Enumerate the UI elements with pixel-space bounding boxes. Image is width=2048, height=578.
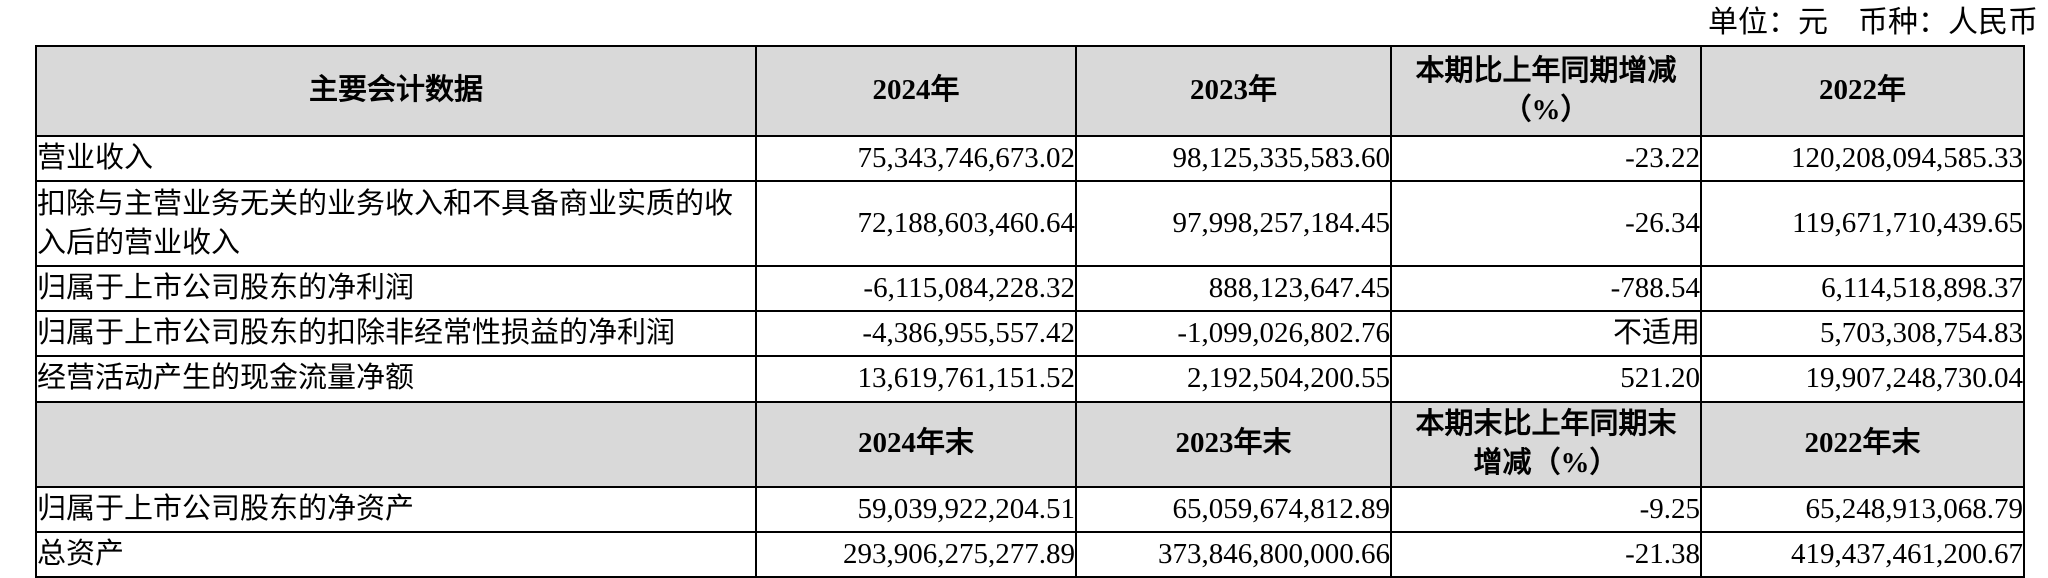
header-2022-end: 2022年末 [1700, 400, 2025, 488]
value-2024: 59,039,922,204.51 [755, 485, 1077, 533]
value-2022: 5,703,308,754.83 [1700, 310, 2025, 358]
table-header-period-end: 2024年末 2023年末 本期末比上年同期末 增减（%） 2022年末 [35, 400, 2025, 488]
value-2024: 72,188,603,460.64 [755, 180, 1077, 268]
value-2023: 97,998,257,184.45 [1075, 180, 1392, 268]
row-label: 总资产 [35, 530, 757, 578]
header-2023: 2023年 [1075, 45, 1392, 137]
value-2023: 98,125,335,583.60 [1075, 134, 1392, 183]
value-2022: 119,671,710,439.65 [1700, 180, 2025, 268]
table-row-total-assets: 总资产 293,906,275,277.89 373,846,800,000.6… [35, 530, 2025, 578]
value-2022: 120,208,094,585.33 [1700, 134, 2025, 183]
header-2023-end: 2023年末 [1075, 400, 1392, 488]
value-2022: 6,114,518,898.37 [1700, 265, 2025, 313]
unit-currency-note: 单位：元 币种：人民币 [1708, 6, 2038, 39]
value-change: -9.25 [1390, 485, 1702, 533]
value-2024: 13,619,761,151.52 [755, 355, 1077, 403]
header-2024-end: 2024年末 [755, 400, 1077, 488]
table-row-revenue-excl-nonoperating: 扣除与主营业务无关的业务收入和不具备商业实质的收入后的营业收入 72,188,6… [35, 180, 2025, 268]
row-label: 营业收入 [35, 134, 757, 183]
row-label: 扣除与主营业务无关的业务收入和不具备商业实质的收入后的营业收入 [35, 180, 757, 268]
value-change: -26.34 [1390, 180, 1702, 268]
header-2024: 2024年 [755, 45, 1077, 137]
value-change: 不适用 [1390, 310, 1702, 358]
value-2023: 888,123,647.45 [1075, 265, 1392, 313]
value-2022: 19,907,248,730.04 [1700, 355, 2025, 403]
value-2022: 419,437,461,200.67 [1700, 530, 2025, 578]
header-end-empty [35, 400, 757, 488]
value-2023: -1,099,026,802.76 [1075, 310, 1392, 358]
value-2024: 75,343,746,673.02 [755, 134, 1077, 183]
value-2023: 65,059,674,812.89 [1075, 485, 1392, 533]
table-row-revenue: 营业收入 75,343,746,673.02 98,125,335,583.60… [35, 134, 2025, 183]
row-label: 归属于上市公司股东的净利润 [35, 265, 757, 313]
header-change-pct: 本期比上年同期增减 （%） [1390, 45, 1702, 137]
row-label: 归属于上市公司股东的净资产 [35, 485, 757, 533]
value-2024: -4,386,955,557.42 [755, 310, 1077, 358]
value-change: 521.20 [1390, 355, 1702, 403]
table-row-net-profit-excl-nonrecurring: 归属于上市公司股东的扣除非经常性损益的净利润 -4,386,955,557.42… [35, 310, 2025, 358]
header-end-change-pct: 本期末比上年同期末 增减（%） [1390, 400, 1702, 488]
table-header-period: 主要会计数据 2024年 2023年 本期比上年同期增减 （%） 2022年 [35, 45, 2025, 137]
row-label: 归属于上市公司股东的扣除非经常性损益的净利润 [35, 310, 757, 358]
value-change: -23.22 [1390, 134, 1702, 183]
value-change: -21.38 [1390, 530, 1702, 578]
value-2023: 373,846,800,000.66 [1075, 530, 1392, 578]
header-2022: 2022年 [1700, 45, 2025, 137]
value-2023: 2,192,504,200.55 [1075, 355, 1392, 403]
value-2022: 65,248,913,068.79 [1700, 485, 2025, 533]
value-2024: -6,115,084,228.32 [755, 265, 1077, 313]
table-row-net-profit: 归属于上市公司股东的净利润 -6,115,084,228.32 888,123,… [35, 265, 2025, 313]
table-row-operating-cash-flow: 经营活动产生的现金流量净额 13,619,761,151.52 2,192,50… [35, 355, 2025, 403]
header-main-label: 主要会计数据 [35, 45, 757, 137]
key-accounting-data-table: 主要会计数据 2024年 2023年 本期比上年同期增减 （%） 2022年 营… [35, 45, 2025, 578]
row-label: 经营活动产生的现金流量净额 [35, 355, 757, 403]
value-change: -788.54 [1390, 265, 1702, 313]
value-2024: 293,906,275,277.89 [755, 530, 1077, 578]
table-row-net-assets: 归属于上市公司股东的净资产 59,039,922,204.51 65,059,6… [35, 485, 2025, 533]
